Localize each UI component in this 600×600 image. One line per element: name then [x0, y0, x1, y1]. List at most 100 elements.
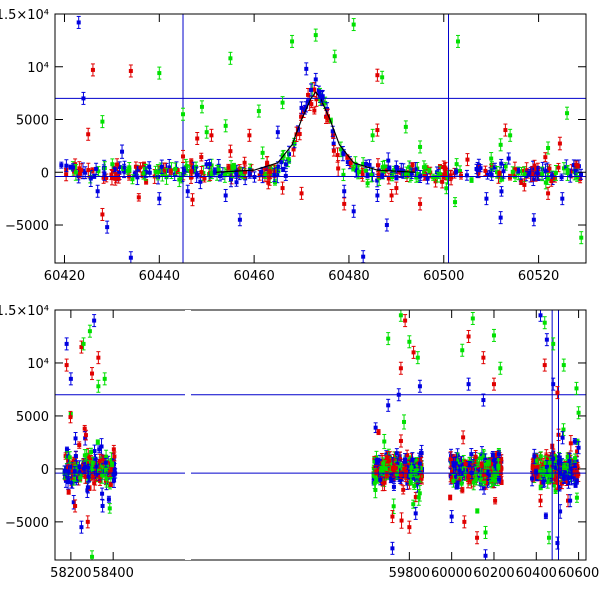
noise-point: [556, 162, 561, 173]
data-point-red: [462, 515, 467, 529]
noise-point: [538, 463, 543, 480]
noise-point: [412, 482, 417, 490]
data-point-blue: [313, 72, 318, 86]
data-point-green: [415, 351, 420, 365]
y-tick-label: 1.5×10⁴: [0, 8, 49, 23]
noise-point: [92, 444, 97, 458]
data-point-red: [86, 127, 91, 141]
noise-point: [399, 512, 404, 529]
data-point-blue: [551, 377, 556, 391]
noise-point: [62, 465, 67, 476]
top-panel-axes: 60420 60440 60460 60480 60500 60520 −5000 0 5000…: [0, 8, 586, 284]
data-point-green: [81, 0, 85, 9]
noise-point: [493, 475, 498, 486]
noise-point: [410, 162, 415, 168]
data-point-green: [228, 51, 233, 65]
noise-point: [411, 499, 416, 509]
noise-point: [547, 469, 552, 481]
noise-point: [73, 450, 78, 462]
noise-point: [155, 164, 160, 181]
noise-point: [387, 165, 392, 171]
data-point-red: [181, 149, 186, 163]
noise-point: [474, 473, 479, 486]
noise-point: [469, 177, 474, 183]
noise-point: [389, 477, 394, 483]
noise-point: [475, 161, 480, 179]
noise-point: [341, 168, 346, 182]
data-point-blue: [375, 188, 380, 202]
noise-point: [72, 466, 77, 477]
x-tick-label: 60500: [423, 269, 464, 284]
noise-point: [574, 160, 579, 169]
data-point-green: [565, 106, 570, 120]
bottom-panel-plot-area: [55, 310, 586, 560]
y-tick-label: 10⁴: [27, 61, 49, 76]
data-point-green: [290, 34, 295, 48]
noise-point: [120, 144, 125, 159]
data-point-red: [247, 128, 252, 142]
noise-point: [575, 172, 580, 182]
data-point-green: [407, 335, 412, 349]
noise-point: [481, 468, 486, 481]
data-point-blue: [384, 218, 389, 232]
data-point-green: [398, 310, 403, 322]
noise-point: [507, 173, 512, 181]
data-point-green: [551, 337, 556, 351]
noise-point: [336, 160, 341, 177]
data-point-green: [561, 358, 566, 372]
y-tick-label: 0: [41, 463, 49, 478]
data-point-green: [579, 231, 584, 245]
noise-point: [312, 106, 317, 115]
data-point-red: [481, 351, 486, 365]
noise-point: [135, 169, 140, 186]
noise-point: [365, 179, 370, 188]
noise-point: [189, 158, 194, 165]
noise-point: [283, 170, 288, 181]
data-point-blue: [342, 184, 347, 198]
noise-point: [102, 166, 107, 181]
data-point-blue: [237, 213, 242, 227]
noise-point: [168, 168, 173, 175]
noise-point: [356, 165, 361, 178]
noise-point: [484, 476, 489, 490]
data-point-blue: [128, 251, 133, 263]
data-point-red: [190, 193, 195, 207]
noise-point: [110, 460, 115, 468]
noise-point: [112, 451, 117, 462]
x-tick-label: 60600: [558, 566, 599, 581]
data-point-red: [375, 68, 380, 82]
noise-point: [73, 431, 78, 445]
data-point-green: [546, 141, 551, 155]
data-point-blue: [81, 91, 86, 105]
top-panel-data-points: [76, 0, 584, 263]
noise-point: [199, 152, 204, 162]
data-point-red: [195, 132, 200, 145]
noise-point: [374, 469, 379, 476]
noise-point: [574, 492, 579, 503]
data-point-green: [332, 49, 337, 63]
noise-point: [402, 458, 407, 464]
data-point-blue: [576, 441, 581, 455]
data-point-blue: [299, 101, 304, 115]
noise-point: [567, 452, 572, 470]
data-point-red: [90, 63, 95, 77]
noise-point: [392, 462, 397, 478]
data-point-blue: [560, 192, 565, 206]
noise-point: [382, 433, 387, 450]
noise-point: [543, 152, 548, 163]
noise-point: [177, 171, 182, 188]
noise-point: [82, 449, 87, 462]
data-point-red: [79, 340, 84, 354]
noise-point: [372, 477, 377, 489]
data-point-red: [441, 160, 446, 174]
noise-point: [553, 164, 558, 181]
data-point-green: [199, 100, 204, 114]
data-point-blue: [223, 188, 228, 202]
noise-point: [457, 464, 462, 476]
data-point-red: [90, 367, 95, 381]
noise-point: [351, 165, 356, 172]
noise-point: [565, 462, 570, 475]
bottom-panel-scatter-noise: [62, 410, 581, 529]
data-point-green: [546, 531, 551, 545]
noise-point: [100, 466, 105, 484]
